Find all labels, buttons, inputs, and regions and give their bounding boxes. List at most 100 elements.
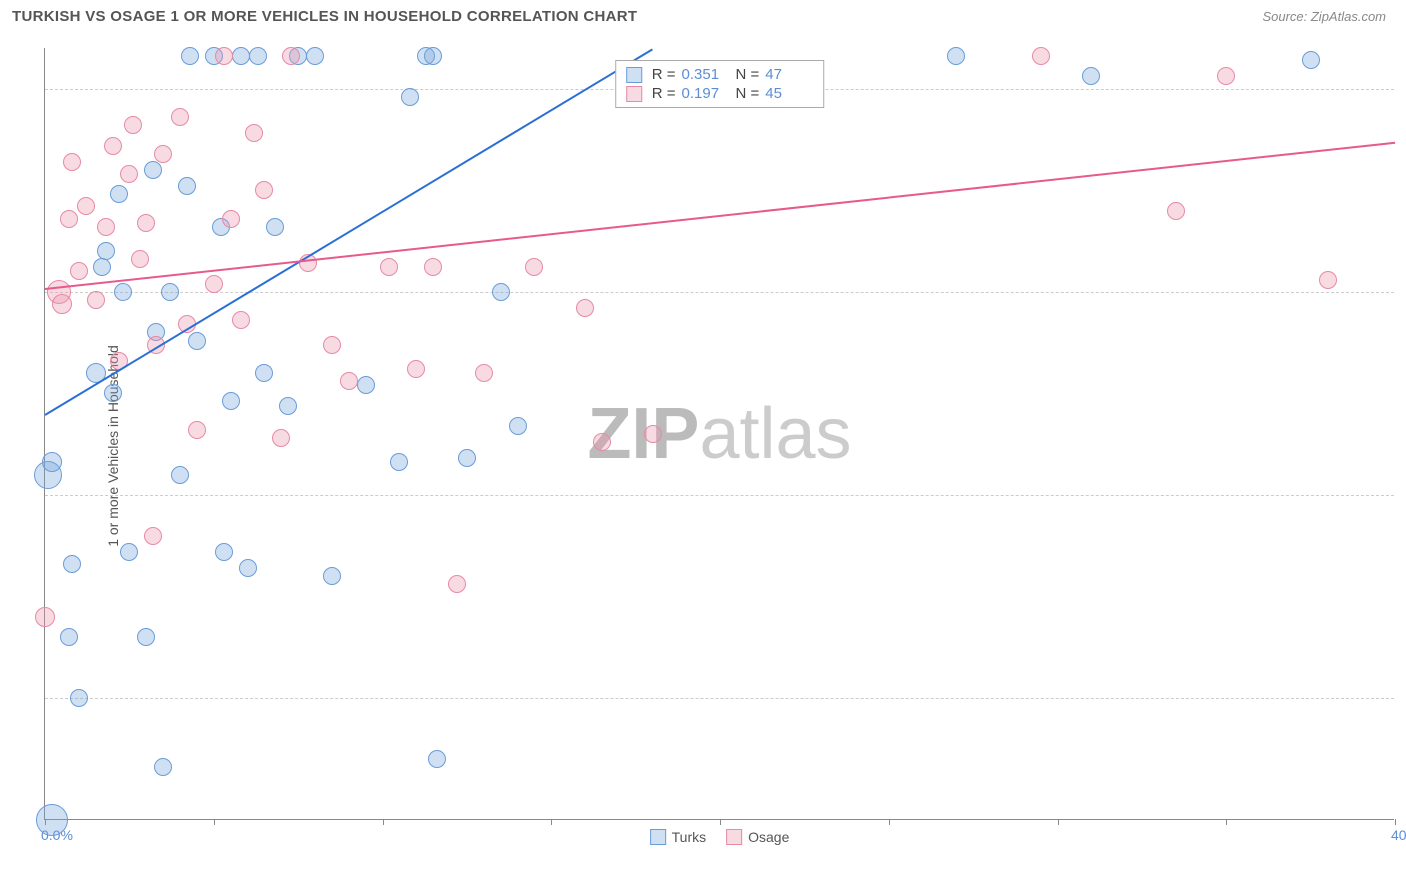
data-point xyxy=(593,433,611,451)
n-label: N = xyxy=(736,66,760,83)
legend-swatch-icon xyxy=(650,829,666,845)
watermark: ZIPatlas xyxy=(587,393,851,475)
trend-line xyxy=(45,141,1395,289)
data-point xyxy=(525,258,543,276)
data-point xyxy=(357,376,375,394)
data-point xyxy=(77,197,95,215)
data-point xyxy=(137,214,155,232)
data-point xyxy=(70,262,88,280)
data-point xyxy=(644,425,662,443)
data-point xyxy=(87,291,105,309)
x-tick xyxy=(1058,819,1059,825)
legend-row: R = 0.197 N = 45 xyxy=(626,84,814,103)
data-point xyxy=(137,628,155,646)
data-point xyxy=(154,145,172,163)
n-label: N = xyxy=(736,85,760,102)
data-point xyxy=(492,283,510,301)
legend-row: R = 0.351 N = 47 xyxy=(626,65,814,84)
data-point xyxy=(576,299,594,317)
data-point xyxy=(390,453,408,471)
x-tick xyxy=(1226,819,1227,825)
data-point xyxy=(509,417,527,435)
chart-source: Source: ZipAtlas.com xyxy=(1262,9,1386,24)
x-tick xyxy=(214,819,215,825)
r-label: R = xyxy=(652,66,676,83)
data-point xyxy=(120,543,138,561)
data-point xyxy=(232,311,250,329)
data-point xyxy=(93,258,111,276)
r-value: 0.351 xyxy=(682,66,730,83)
data-point xyxy=(249,47,267,65)
x-tick xyxy=(720,819,721,825)
data-point xyxy=(36,804,68,836)
data-point xyxy=(947,47,965,65)
data-point xyxy=(35,607,55,627)
data-point xyxy=(323,336,341,354)
data-point xyxy=(154,758,172,776)
data-point xyxy=(458,449,476,467)
data-point xyxy=(424,258,442,276)
chart-plot-area: ZIPatlas 85.0%90.0%95.0%100.0%0.0%40.0% … xyxy=(44,48,1394,820)
data-point xyxy=(407,360,425,378)
correlation-legend: R = 0.351 N = 47 R = 0.197 N = 45 xyxy=(615,60,825,108)
data-point xyxy=(1217,67,1235,85)
data-point xyxy=(401,88,419,106)
series-name: Turks xyxy=(672,829,706,845)
data-point xyxy=(60,628,78,646)
data-point xyxy=(215,543,233,561)
data-point xyxy=(161,283,179,301)
data-point xyxy=(1082,67,1100,85)
data-point xyxy=(279,397,297,415)
x-tick xyxy=(1395,819,1396,825)
data-point xyxy=(42,452,62,472)
data-point xyxy=(181,47,199,65)
legend-swatch-icon xyxy=(626,67,642,83)
data-point xyxy=(1032,47,1050,65)
data-point xyxy=(428,750,446,768)
data-point xyxy=(104,384,122,402)
data-point xyxy=(63,555,81,573)
data-point xyxy=(70,689,88,707)
legend-item: Osage xyxy=(726,829,789,845)
data-point xyxy=(188,332,206,350)
data-point xyxy=(255,181,273,199)
legend-swatch-icon xyxy=(726,829,742,845)
r-value: 0.197 xyxy=(682,85,730,102)
n-value: 47 xyxy=(765,66,813,83)
data-point xyxy=(448,575,466,593)
n-value: 45 xyxy=(765,85,813,102)
data-point xyxy=(131,250,149,268)
data-point xyxy=(60,210,78,228)
data-point xyxy=(205,275,223,293)
data-point xyxy=(144,161,162,179)
data-point xyxy=(222,392,240,410)
data-point xyxy=(306,47,324,65)
data-point xyxy=(120,165,138,183)
data-point xyxy=(323,567,341,585)
data-point xyxy=(114,283,132,301)
series-legend: Turks Osage xyxy=(650,829,790,845)
data-point xyxy=(97,218,115,236)
gridline xyxy=(45,698,1394,699)
r-label: R = xyxy=(652,85,676,102)
data-point xyxy=(215,47,233,65)
data-point xyxy=(171,466,189,484)
data-point xyxy=(171,108,189,126)
data-point xyxy=(52,294,72,314)
x-tick-label: 40.0% xyxy=(1391,827,1406,843)
data-point xyxy=(222,210,240,228)
data-point xyxy=(475,364,493,382)
data-point xyxy=(104,137,122,155)
data-point xyxy=(340,372,358,390)
legend-item: Turks xyxy=(650,829,706,845)
data-point xyxy=(424,47,442,65)
x-tick xyxy=(383,819,384,825)
data-point xyxy=(63,153,81,171)
data-point xyxy=(1319,271,1337,289)
data-point xyxy=(124,116,142,134)
data-point xyxy=(380,258,398,276)
data-point xyxy=(282,47,300,65)
data-point xyxy=(1302,51,1320,69)
data-point xyxy=(239,559,257,577)
gridline xyxy=(45,495,1394,496)
